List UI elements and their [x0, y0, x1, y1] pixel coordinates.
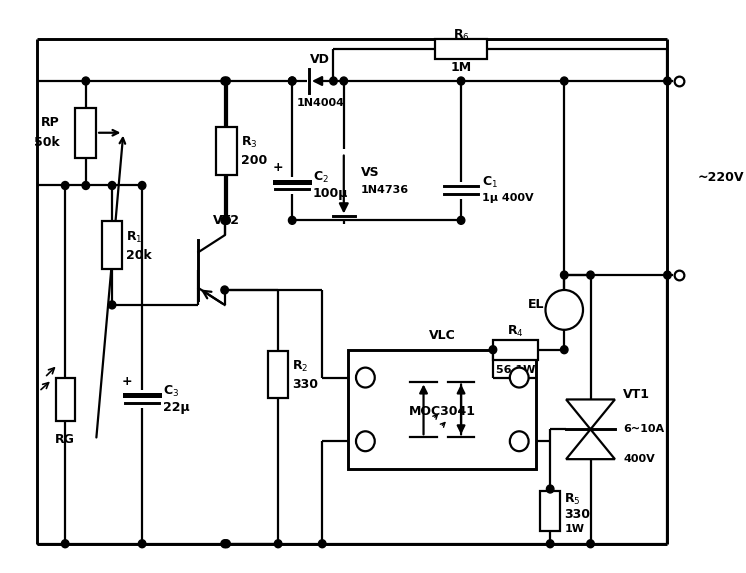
Circle shape [546, 485, 554, 493]
Text: 1M: 1M [451, 61, 471, 73]
Bar [56, 378, 75, 421]
Circle shape [82, 182, 90, 190]
Circle shape [223, 540, 231, 548]
Text: 1W: 1W [564, 524, 584, 534]
Text: 20k: 20k [126, 249, 152, 262]
Circle shape [560, 77, 568, 85]
Circle shape [510, 431, 529, 451]
Circle shape [587, 540, 595, 548]
Text: 22μ: 22μ [163, 401, 189, 414]
Text: 330: 330 [564, 508, 590, 521]
Text: 56 1W: 56 1W [496, 364, 535, 375]
Text: VS: VS [360, 166, 379, 179]
Text: ~220V: ~220V [698, 171, 744, 184]
Circle shape [289, 217, 296, 224]
Circle shape [587, 271, 595, 279]
Circle shape [664, 271, 671, 279]
Circle shape [560, 271, 568, 279]
Circle shape [221, 77, 228, 85]
Text: 1N4004: 1N4004 [296, 98, 345, 108]
Circle shape [223, 217, 231, 224]
Circle shape [319, 540, 326, 548]
Text: VD: VD [310, 53, 330, 65]
Circle shape [546, 540, 554, 548]
Text: 6~10A: 6~10A [624, 424, 665, 434]
Text: R$_2$: R$_2$ [292, 359, 309, 374]
Text: ④: ④ [514, 435, 524, 448]
Text: 50k: 50k [34, 136, 60, 149]
Circle shape [489, 346, 497, 354]
Circle shape [340, 77, 348, 85]
Bar [540, 491, 560, 531]
Text: R$_1$: R$_1$ [126, 230, 142, 245]
Circle shape [275, 540, 282, 548]
Text: MOC3041: MOC3041 [409, 405, 476, 418]
Circle shape [108, 301, 116, 309]
Circle shape [108, 182, 116, 190]
Text: ②: ② [360, 435, 371, 448]
Circle shape [289, 77, 296, 85]
Circle shape [61, 540, 69, 548]
Text: EL: EL [528, 299, 545, 311]
Circle shape [61, 182, 69, 190]
Text: RG: RG [55, 433, 75, 446]
Circle shape [221, 540, 228, 548]
Bar [101, 221, 122, 269]
Circle shape [545, 290, 583, 330]
Bar [348, 350, 536, 469]
Text: RP: RP [41, 116, 60, 129]
Text: R$_3$: R$_3$ [241, 135, 257, 150]
Text: C$_2$: C$_2$ [313, 170, 329, 185]
Text: +: + [272, 161, 283, 174]
Bar [268, 351, 289, 398]
Text: 100μ: 100μ [313, 187, 348, 200]
Text: 400V: 400V [624, 454, 655, 464]
Text: VT1: VT1 [624, 388, 651, 401]
Text: R$_4$: R$_4$ [507, 324, 524, 339]
Text: 330: 330 [292, 378, 319, 391]
Text: C$_1$: C$_1$ [482, 175, 498, 190]
Bar [75, 108, 96, 158]
Text: ①: ① [360, 371, 371, 384]
Circle shape [356, 368, 374, 387]
Text: C$_3$: C$_3$ [163, 384, 179, 399]
Circle shape [457, 217, 465, 224]
Circle shape [138, 182, 146, 190]
Text: +: + [122, 375, 133, 388]
Circle shape [560, 346, 568, 354]
Text: ⑥: ⑥ [514, 371, 524, 384]
Circle shape [221, 286, 228, 294]
Circle shape [289, 77, 296, 85]
Text: VT2: VT2 [213, 214, 239, 227]
Text: R$_5$: R$_5$ [564, 492, 581, 507]
Bar [493, 340, 538, 360]
Circle shape [510, 368, 529, 387]
Text: VLC: VLC [429, 329, 456, 342]
Text: 1μ 400V: 1μ 400V [482, 194, 533, 203]
Text: 1N4736: 1N4736 [360, 186, 409, 195]
Circle shape [356, 431, 374, 451]
Bar [216, 127, 236, 175]
Bar [435, 39, 487, 59]
Circle shape [221, 217, 228, 224]
Circle shape [664, 77, 671, 85]
Circle shape [457, 77, 465, 85]
Circle shape [330, 77, 337, 85]
Circle shape [223, 77, 231, 85]
Text: R$_6$: R$_6$ [453, 28, 469, 43]
Text: 200: 200 [241, 154, 267, 167]
Circle shape [82, 77, 90, 85]
Circle shape [138, 540, 146, 548]
